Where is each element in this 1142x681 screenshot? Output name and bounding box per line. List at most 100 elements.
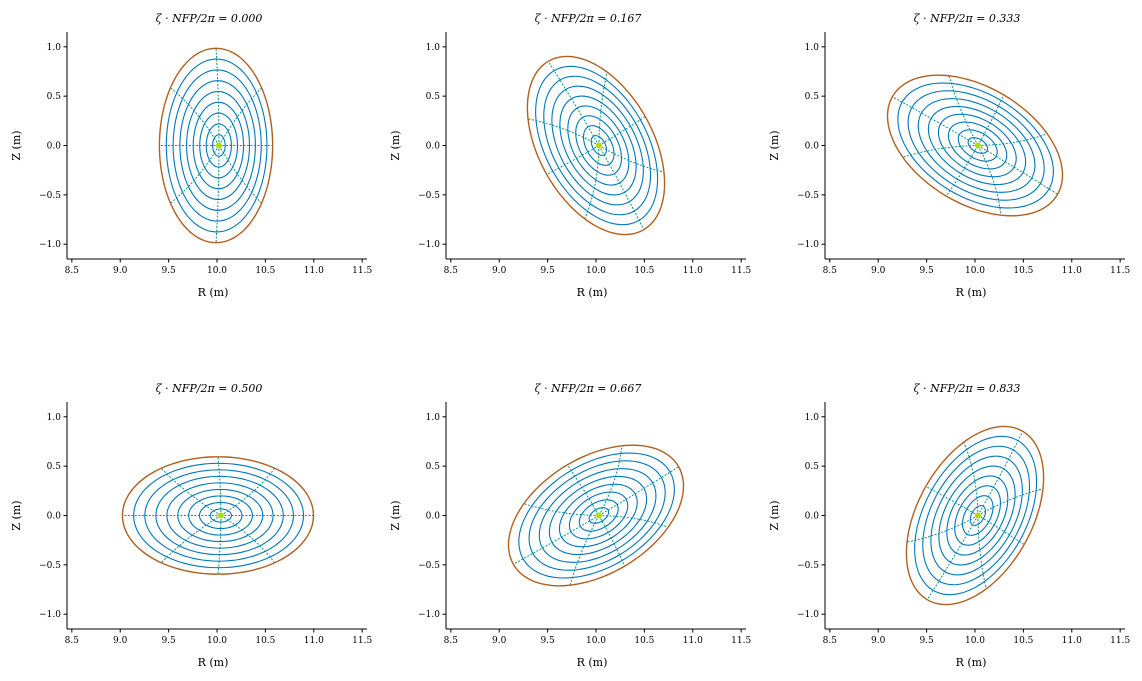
- x-tick-label: 10.5: [634, 266, 654, 276]
- boundary-surface: [886, 74, 1064, 217]
- x-tick-label: 10.5: [255, 266, 275, 276]
- theta-contour-line: [160, 467, 222, 516]
- y-tick-label: 0.5: [47, 462, 62, 472]
- y-axis-label: Z (m): [768, 500, 781, 530]
- x-tick-label: 10.5: [1013, 266, 1033, 276]
- subplot-title: ζ · NFP/2π = 0.167: [535, 12, 642, 25]
- y-tick-label: 0.0: [805, 142, 820, 152]
- theta-contour-line: [598, 116, 646, 146]
- x-axis-label: R (m): [577, 286, 608, 299]
- x-tick-label: 8.5: [65, 636, 80, 646]
- theta-contour-line: [546, 145, 600, 175]
- flux-surface: [907, 90, 1045, 201]
- theta-contour-line: [217, 456, 222, 516]
- y-tick-label: 0.5: [426, 92, 441, 102]
- x-tick-label: 8.5: [823, 266, 838, 276]
- x-tick-label: 11.0: [304, 636, 324, 646]
- theta-contour-line: [598, 72, 608, 146]
- flux-surface: [927, 105, 1027, 186]
- flux-surface: [961, 495, 994, 536]
- magnetic-axis-marker: [215, 142, 222, 149]
- y-tick-label: 1.0: [426, 43, 441, 53]
- x-tick-label: 9.5: [161, 266, 176, 276]
- flux-surface: [914, 435, 1038, 596]
- theta-contour-line: [598, 515, 626, 567]
- x-tick-label: 11.0: [683, 636, 703, 646]
- flux-surface: [957, 129, 998, 162]
- flux-surface: [946, 475, 1009, 556]
- theta-contour-line: [170, 145, 220, 204]
- x-axis-label: R (m): [577, 656, 608, 669]
- y-tick-label: −1.0: [418, 610, 440, 620]
- y-axis-label: Z (m): [389, 500, 402, 530]
- y-tick-label: 1.0: [47, 413, 62, 423]
- y-tick-label: −0.5: [418, 191, 440, 201]
- flux-surface: [548, 475, 648, 556]
- theta-contour-line: [523, 503, 599, 516]
- x-tick-label: 9.5: [540, 636, 555, 646]
- flux-surface: [558, 483, 638, 548]
- flux-surface: [133, 462, 305, 569]
- boundary-surface: [526, 55, 666, 236]
- y-tick-label: 0.5: [47, 92, 62, 102]
- magnetic-axis-marker: [974, 512, 981, 519]
- flux-surface: [172, 69, 262, 222]
- x-tick-label: 11.5: [1110, 636, 1130, 646]
- y-tick-label: 0.5: [805, 92, 820, 102]
- flux-surface: [947, 121, 1008, 170]
- y-tick-label: −1.0: [797, 240, 819, 250]
- y-tick-label: 0.5: [426, 462, 441, 472]
- y-tick-label: 0.0: [805, 512, 820, 522]
- theta-contour-line: [925, 486, 979, 516]
- theta-contour-line: [977, 145, 1058, 195]
- theta-contour-line: [598, 515, 669, 528]
- magnetic-axis-marker: [217, 512, 224, 519]
- theta-contour-line: [598, 445, 623, 516]
- flux-surface: [209, 508, 233, 523]
- flux-surface: [166, 482, 274, 549]
- theta-contour-line: [569, 515, 600, 586]
- x-tick-label: 10.5: [255, 636, 275, 646]
- x-tick-label: 11.5: [731, 636, 751, 646]
- y-tick-label: −0.5: [797, 191, 819, 201]
- y-tick-label: 0.5: [805, 462, 820, 472]
- x-tick-label: 9.5: [161, 636, 176, 646]
- x-tick-label: 9.0: [113, 636, 128, 646]
- theta-contour-line: [220, 515, 276, 564]
- flux-surface: [567, 105, 630, 186]
- x-tick-label: 11.0: [1062, 636, 1082, 646]
- y-tick-label: 1.0: [805, 413, 820, 423]
- flux-surface: [198, 501, 243, 530]
- y-tick-label: 1.0: [47, 43, 62, 53]
- flux-surface: [212, 134, 226, 157]
- x-tick-label: 9.0: [492, 636, 507, 646]
- y-tick-label: −1.0: [418, 240, 440, 250]
- theta-contour-line: [513, 515, 600, 565]
- y-tick-label: 0.0: [47, 142, 62, 152]
- x-tick-label: 9.0: [113, 266, 128, 276]
- flux-surface: [937, 113, 1017, 178]
- flux-surface: [144, 469, 294, 562]
- x-tick-label: 11.0: [1062, 266, 1082, 276]
- flux-surface: [551, 85, 644, 206]
- flux-surface: [897, 82, 1054, 209]
- theta-contour-line: [170, 87, 220, 146]
- theta-contour-line: [977, 488, 1044, 516]
- subplot-title: ζ · NFP/2π = 0.333: [914, 12, 1021, 25]
- x-tick-label: 10.5: [634, 636, 654, 646]
- x-tick-label: 9.0: [492, 266, 507, 276]
- subplot-title: ζ · NFP/2π = 0.000: [156, 12, 263, 25]
- flux-surface: [967, 137, 989, 154]
- theta-contour-line: [977, 94, 1005, 146]
- subplot-title: ζ · NFP/2π = 0.833: [914, 382, 1021, 395]
- theta-contour-line: [584, 145, 600, 220]
- subplot-4: 8.5 9.0 9.5 10.0 10.5 11.0 11.5 −1.0 −0.5 0.0 0.5 1…: [10, 382, 372, 669]
- y-tick-label: 1.0: [426, 413, 441, 423]
- subplot-3: 8.5 9.0 9.5 10.0 10.5 11.0 11.5 −1.0 −0.5 0.0 0.5 1…: [768, 12, 1130, 299]
- x-tick-label: 11.5: [352, 266, 372, 276]
- theta-contour-line: [217, 515, 222, 575]
- flux-surface: [543, 75, 652, 216]
- flux-surface: [938, 465, 1016, 566]
- boundary-surface: [158, 47, 274, 244]
